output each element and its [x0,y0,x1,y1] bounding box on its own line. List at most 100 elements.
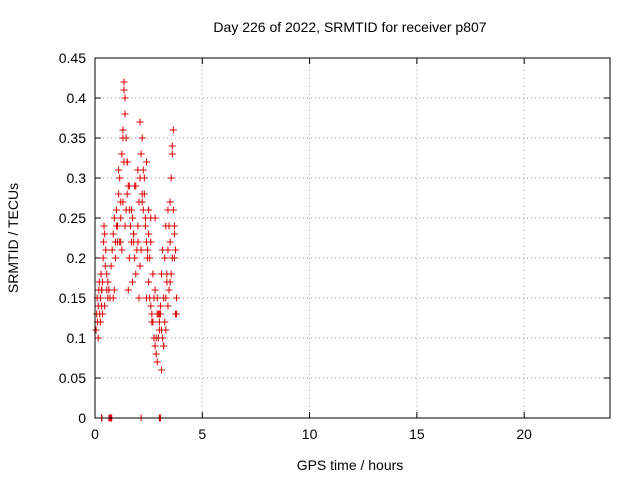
data-point [111,254,119,262]
data-point [125,254,133,262]
tick-labels: 0 0.05 0.1 0.15 0.2 0.25 0.3 0.35 0.4 0.45 0 5 10 15 2… [59,50,610,442]
data-point [163,278,171,286]
plot-frame [94,57,611,419]
data-point [115,190,123,198]
data-point [155,326,163,334]
data-point [134,222,142,230]
data-point [161,318,169,326]
data-point [129,214,137,222]
data-point [168,150,176,158]
data-point [162,326,170,334]
data-point [145,230,153,238]
y-tick-label: 0.1 [67,330,87,346]
data-point [100,222,108,230]
data-point [152,334,160,342]
grid-lines [95,58,610,418]
data-point [101,302,109,310]
data-point [147,238,155,246]
x-tick-label: 0 [91,426,99,442]
data-point [110,214,118,222]
data-point [121,94,129,102]
data-point [155,310,163,318]
data-point [160,342,168,350]
data-point [160,294,168,302]
data-point [169,126,177,134]
x-tick-label: 10 [302,426,318,442]
data-point [161,254,169,262]
y-tick-label: 0.2 [67,250,87,266]
data-point [159,334,167,342]
data-point [122,206,130,214]
y-tick-label: 0.25 [59,210,86,226]
data-point [121,110,129,118]
data-point [159,246,167,254]
y-tick-label: 0.4 [67,90,87,106]
data-point [100,238,108,246]
data-point [134,166,142,174]
y-tick-label: 0 [78,410,86,426]
data-point [109,230,117,238]
data-point [170,254,178,262]
data-point [145,278,153,286]
data-point [144,246,152,254]
data-point [110,286,118,294]
data-point [119,134,127,142]
data-point [118,246,126,254]
y-tick-label: 0.35 [59,130,86,146]
data-point [137,246,145,254]
data-point [151,342,159,350]
data-point [153,294,161,302]
data-point [138,190,146,198]
data-point [158,270,166,278]
data-point [112,222,120,230]
data-point [168,142,176,150]
data-point [135,294,143,302]
data-point [104,278,112,286]
data-point [117,238,125,246]
data-point [130,238,138,246]
data-point [166,198,174,206]
data-point [167,174,175,182]
data-point [96,294,104,302]
data-point [140,174,148,182]
data-point [152,350,160,358]
data-point [129,278,137,286]
data-point [153,358,161,366]
data-point [123,190,131,198]
y-tick-label: 0.05 [59,370,86,386]
data-point [170,222,178,230]
data-point [173,310,181,318]
data-point [118,150,126,158]
data-point [165,286,173,294]
data-point [117,214,125,222]
data-point [162,222,170,230]
data-point [115,166,123,174]
data-point [151,286,159,294]
data-point [102,246,110,254]
data-point [99,254,107,262]
data-point [94,334,102,342]
data-point [132,270,140,278]
data-point [99,310,107,318]
data-point [92,326,100,334]
data-point [173,294,181,302]
data-point [103,270,111,278]
data-point [124,286,132,294]
data-point [143,294,150,302]
data-point [139,206,147,214]
data-point [136,262,144,270]
y-tick-label: 0.45 [59,50,86,66]
data-point [137,150,145,158]
data-point [147,302,155,310]
data-point [158,366,166,374]
x-tick-label: 15 [409,426,425,442]
chart-title: Day 226 of 2022, SRMTID for receiver p80… [213,19,486,35]
data-point [97,286,105,294]
data-point [112,206,120,214]
data-point [104,294,112,302]
data-point [170,230,178,238]
data-point [120,86,128,94]
data-point [164,206,172,214]
data-point [131,182,139,190]
data-point [108,246,116,254]
